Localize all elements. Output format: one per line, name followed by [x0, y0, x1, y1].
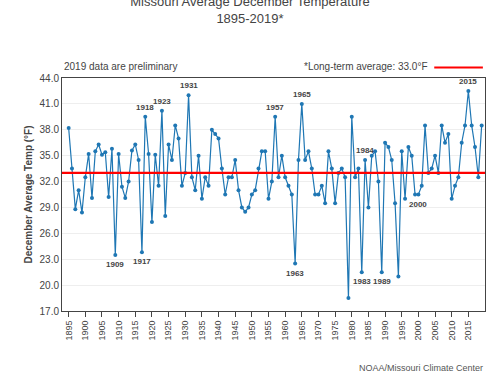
svg-text:1983: 1983	[353, 277, 371, 286]
svg-text:1918: 1918	[136, 103, 154, 112]
svg-text:2015: 2015	[463, 321, 473, 341]
svg-text:1930: 1930	[180, 321, 190, 341]
svg-text:1989: 1989	[373, 277, 391, 286]
svg-text:1965: 1965	[297, 321, 307, 341]
svg-text:1984: 1984	[356, 146, 374, 155]
svg-text:17.0: 17.0	[40, 306, 60, 317]
svg-text:1925: 1925	[164, 321, 174, 341]
svg-text:2010: 2010	[447, 321, 457, 341]
svg-text:1980: 1980	[347, 321, 357, 341]
svg-text:NOAA/Missouri Climate Center: NOAA/Missouri Climate Center	[359, 363, 483, 373]
svg-text:1940: 1940	[213, 321, 223, 341]
svg-text:1917: 1917	[133, 257, 151, 266]
svg-text:32.0: 32.0	[40, 176, 60, 187]
svg-text:35.0: 35.0	[40, 150, 60, 161]
svg-text:41.0: 41.0	[40, 98, 60, 109]
svg-text:1985: 1985	[363, 321, 373, 341]
svg-text:38.0: 38.0	[40, 124, 60, 135]
svg-text:26.0: 26.0	[40, 228, 60, 239]
svg-text:1923: 1923	[153, 97, 171, 106]
svg-text:1950: 1950	[247, 321, 257, 341]
svg-text:1909: 1909	[106, 260, 124, 269]
svg-text:Missouri Average December Temp: Missouri Average December Temperature189…	[130, 0, 369, 26]
svg-text:1965: 1965	[293, 90, 311, 99]
svg-text:1975: 1975	[330, 321, 340, 341]
svg-text:1895: 1895	[64, 321, 74, 341]
svg-text:1995: 1995	[397, 321, 407, 341]
svg-text:1970: 1970	[313, 321, 323, 341]
svg-text:2000: 2000	[413, 321, 423, 341]
svg-text:29.0: 29.0	[40, 202, 60, 213]
svg-text:20.0: 20.0	[40, 280, 60, 291]
svg-text:23.0: 23.0	[40, 254, 60, 265]
svg-text:1900: 1900	[80, 321, 90, 341]
svg-text:1935: 1935	[197, 321, 207, 341]
svg-text:1955: 1955	[263, 321, 273, 341]
svg-text:2000: 2000	[409, 200, 427, 209]
svg-text:2005: 2005	[430, 321, 440, 341]
svg-text:1915: 1915	[130, 321, 140, 341]
svg-text:*Long-term average: 33.0°F: *Long-term average: 33.0°F	[304, 61, 428, 72]
svg-text:1960: 1960	[280, 321, 290, 341]
svg-text:1931: 1931	[180, 81, 198, 90]
svg-text:1990: 1990	[380, 321, 390, 341]
svg-text:44.0: 44.0	[40, 73, 60, 84]
svg-text:1945: 1945	[230, 321, 240, 341]
svg-text:1920: 1920	[147, 321, 157, 341]
svg-text:December Average Temp (°F): December Average Temp (°F)	[23, 125, 34, 263]
svg-text:1963: 1963	[286, 269, 304, 278]
svg-text:2015: 2015	[459, 77, 477, 86]
svg-text:1910: 1910	[114, 321, 124, 341]
svg-text:1905: 1905	[97, 321, 107, 341]
svg-text:2019 data are preliminary: 2019 data are preliminary	[64, 61, 177, 72]
svg-text:1957: 1957	[266, 103, 284, 112]
